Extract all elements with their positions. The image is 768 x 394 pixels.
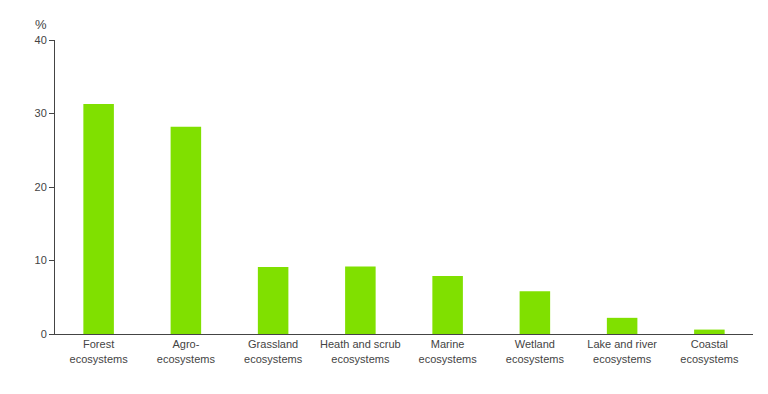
svg-text:40: 40 [35,34,47,46]
svg-text:%: % [35,17,47,32]
svg-text:Heath and scrubecosystems: Heath and scrubecosystems [320,338,401,364]
svg-text:0: 0 [41,328,47,340]
svg-text:Grasslandecosystems: Grasslandecosystems [244,338,303,364]
svg-text:20: 20 [35,181,47,193]
svg-text:30: 30 [35,107,47,119]
svg-text:Coastalecosystems: Coastalecosystems [680,338,739,364]
svg-text:Lake and riverecosystems: Lake and riverecosystems [587,338,657,364]
svg-text:10: 10 [35,254,47,266]
svg-text:Wetlandecosystems: Wetlandecosystems [506,338,565,364]
svg-text:Agro-ecosystems: Agro-ecosystems [157,338,216,364]
svg-text:Marineecosystems: Marineecosystems [419,338,478,364]
svg-text:Forestecosystems: Forestecosystems [70,338,129,364]
